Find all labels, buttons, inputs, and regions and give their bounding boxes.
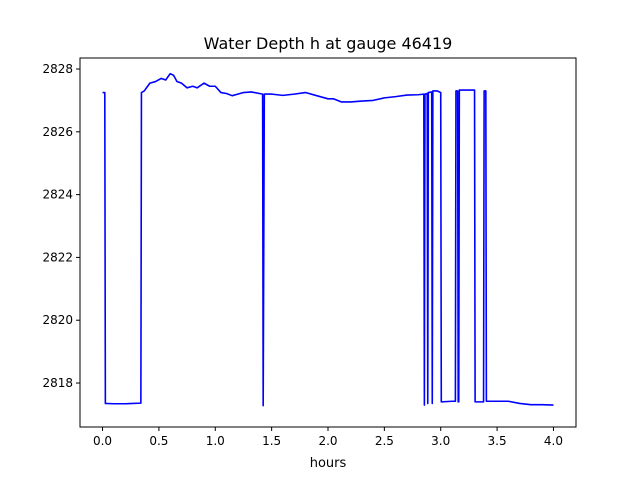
x-tick-label: 0.5 — [149, 434, 168, 448]
x-tick-label: 4.0 — [544, 434, 563, 448]
x-tick-label: 1.5 — [262, 434, 281, 448]
y-tick-label: 2818 — [42, 376, 73, 390]
x-tick-label: 3.0 — [431, 434, 450, 448]
y-tick-label: 2824 — [42, 188, 73, 202]
x-axis-label: hours — [310, 456, 347, 471]
x-tick-label: 2.0 — [318, 434, 337, 448]
y-axis: 2818 2820 2822 2824 2826 2828 — [42, 62, 80, 390]
y-tick-label: 2822 — [42, 250, 73, 264]
plot-area — [102, 72, 554, 407]
series-line-0 — [102, 72, 554, 407]
x-tick-label: 3.5 — [488, 434, 507, 448]
y-tick-label: 2820 — [42, 313, 73, 327]
x-axis: 0.0 0.5 1.0 1.5 2.0 2.5 3.0 3.5 4.0 — [93, 427, 563, 448]
x-tick-label: 0.0 — [93, 434, 112, 448]
chart-title: Water Depth h at gauge 46419 — [204, 34, 453, 53]
x-tick-label: 1.0 — [206, 434, 225, 448]
x-tick-label: 2.5 — [375, 434, 394, 448]
y-tick-label: 2826 — [42, 125, 73, 139]
y-tick-label: 2828 — [42, 62, 73, 76]
